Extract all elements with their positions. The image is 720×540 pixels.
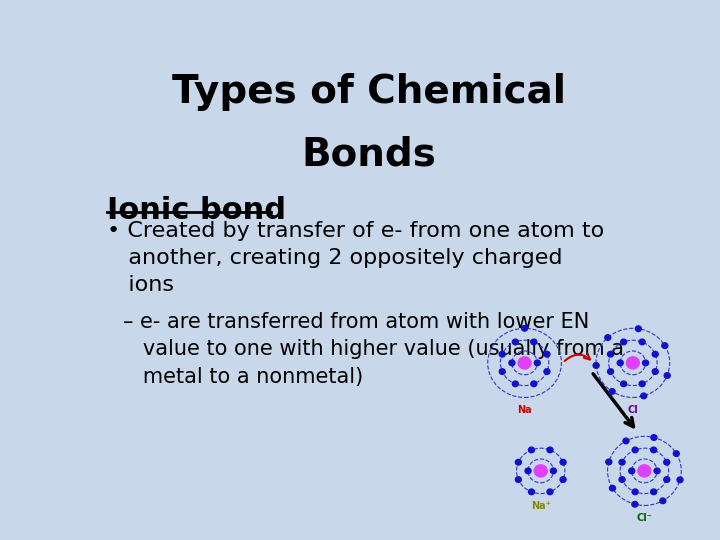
- Circle shape: [638, 465, 651, 477]
- Circle shape: [534, 465, 547, 477]
- Circle shape: [623, 438, 629, 444]
- Circle shape: [664, 477, 670, 482]
- Circle shape: [617, 360, 624, 366]
- Circle shape: [664, 460, 670, 465]
- Circle shape: [629, 468, 635, 474]
- Circle shape: [518, 357, 531, 369]
- Circle shape: [608, 352, 613, 357]
- Circle shape: [516, 477, 521, 482]
- Circle shape: [660, 498, 666, 504]
- Circle shape: [651, 489, 657, 495]
- Circle shape: [531, 381, 537, 387]
- Circle shape: [639, 381, 645, 387]
- Circle shape: [544, 352, 550, 357]
- Text: Bonds: Bonds: [302, 136, 436, 173]
- Circle shape: [619, 477, 625, 482]
- Circle shape: [677, 477, 683, 483]
- Circle shape: [528, 489, 534, 495]
- Circle shape: [509, 360, 515, 366]
- Circle shape: [544, 369, 550, 374]
- Circle shape: [621, 339, 626, 345]
- Circle shape: [662, 343, 668, 348]
- Circle shape: [652, 369, 658, 374]
- Circle shape: [593, 363, 599, 368]
- Text: Na⁺: Na⁺: [531, 501, 551, 511]
- Text: Types of Chemical: Types of Chemical: [172, 73, 566, 111]
- Circle shape: [513, 339, 518, 345]
- Circle shape: [641, 393, 647, 399]
- Circle shape: [534, 360, 540, 366]
- Circle shape: [560, 477, 566, 482]
- Circle shape: [652, 352, 658, 357]
- Circle shape: [621, 381, 626, 387]
- Circle shape: [560, 460, 566, 465]
- Circle shape: [609, 389, 615, 394]
- Circle shape: [605, 335, 611, 340]
- Text: Cl⁻: Cl⁻: [636, 513, 652, 523]
- Circle shape: [673, 451, 680, 456]
- Text: Ionic bond: Ionic bond: [107, 196, 286, 225]
- Circle shape: [531, 339, 537, 345]
- Circle shape: [626, 357, 639, 369]
- Circle shape: [525, 468, 531, 474]
- Text: • Created by transfer of e- from one atom to
   another, creating 2 oppositely c: • Created by transfer of e- from one ato…: [107, 221, 604, 295]
- Circle shape: [639, 339, 645, 345]
- Circle shape: [665, 373, 670, 379]
- Circle shape: [632, 489, 638, 495]
- Circle shape: [606, 459, 612, 465]
- Circle shape: [547, 447, 553, 453]
- Text: – e- are transferred from atom with lower EN
   value to one with higher value (: – e- are transferred from atom with lowe…: [124, 312, 624, 387]
- Circle shape: [499, 369, 505, 374]
- Circle shape: [619, 460, 625, 465]
- Circle shape: [654, 468, 660, 474]
- Circle shape: [547, 489, 553, 495]
- Circle shape: [550, 468, 557, 474]
- Circle shape: [499, 352, 505, 357]
- Circle shape: [609, 485, 616, 491]
- Circle shape: [651, 447, 657, 453]
- Circle shape: [513, 381, 518, 387]
- Circle shape: [516, 460, 521, 465]
- Circle shape: [632, 502, 638, 507]
- Circle shape: [521, 326, 528, 331]
- Text: Cl: Cl: [628, 405, 638, 415]
- Text: Na: Na: [517, 405, 532, 415]
- Circle shape: [608, 369, 613, 374]
- Circle shape: [651, 435, 657, 440]
- Circle shape: [642, 360, 649, 366]
- Circle shape: [528, 447, 534, 453]
- Circle shape: [635, 326, 642, 332]
- Circle shape: [632, 447, 638, 453]
